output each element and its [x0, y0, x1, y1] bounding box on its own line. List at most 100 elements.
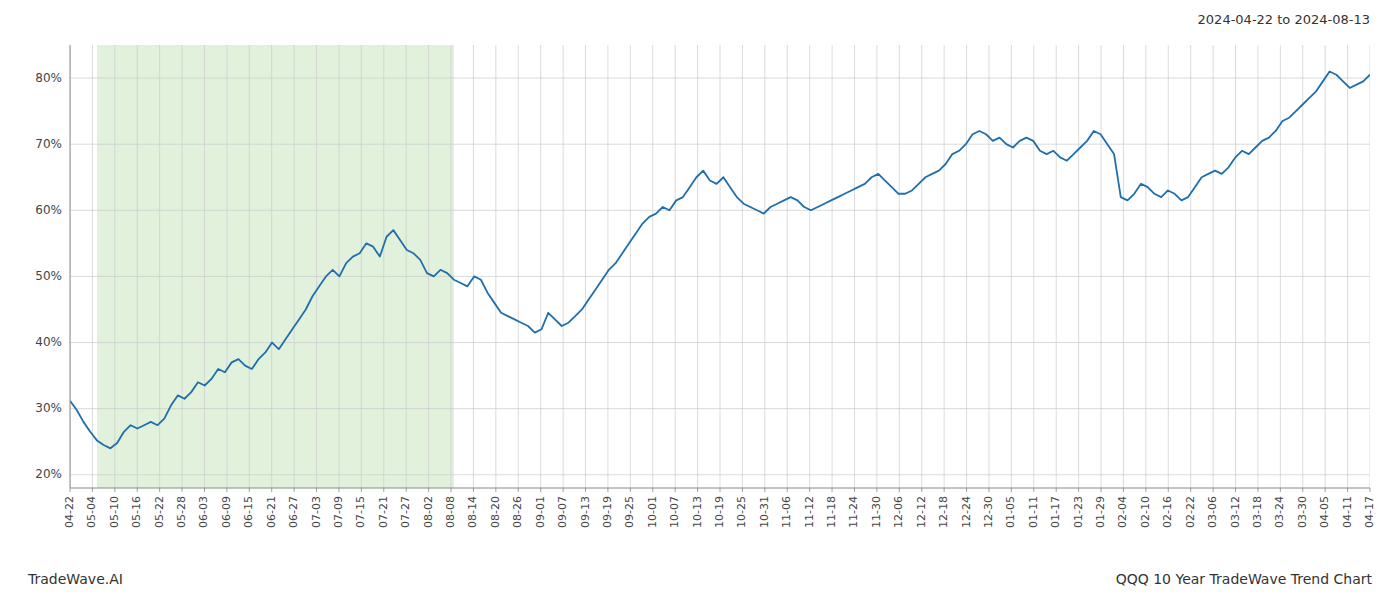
x-tick-label: 08-02: [422, 496, 435, 528]
y-tick-label: 80%: [35, 71, 62, 85]
chart: 20%30%40%50%60%70%80%04-2205-0405-1005-1…: [0, 0, 1400, 600]
x-tick-label: 01-23: [1072, 496, 1085, 528]
x-tick-label: 03-18: [1251, 496, 1264, 528]
x-tick: [988, 488, 989, 492]
x-tick: [1325, 488, 1326, 492]
x-tick: [495, 488, 496, 492]
grid-line-x: [563, 45, 564, 488]
x-tick-label: 04-05: [1318, 496, 1331, 528]
grid-line-x: [764, 45, 765, 488]
x-tick-label: 06-27: [287, 496, 300, 528]
plot-area: [70, 45, 1370, 488]
x-tick: [1213, 488, 1214, 492]
grid-line-x: [249, 45, 250, 488]
grid-line-x: [226, 45, 227, 488]
x-tick: [226, 488, 227, 492]
x-tick: [697, 488, 698, 492]
x-tick-label: 07-09: [332, 496, 345, 528]
grid-line-x: [92, 45, 93, 488]
x-tick: [540, 488, 541, 492]
grid-line-x: [1145, 45, 1146, 488]
x-tick-label: 04-17: [1363, 496, 1376, 528]
x-tick-label: 01-11: [1027, 496, 1040, 528]
x-tick-label: 11-24: [847, 496, 860, 528]
x-tick-label: 12-24: [960, 496, 973, 528]
footer-left: TradeWave.AI: [27, 571, 123, 587]
x-tick: [720, 488, 721, 492]
x-tick-label: 03-24: [1273, 496, 1286, 528]
grid-line-x: [1325, 45, 1326, 488]
grid-line-x: [316, 45, 317, 488]
x-tick-label: 12-06: [892, 496, 905, 528]
x-tick-label: 12-30: [982, 496, 995, 528]
grid-line-x: [585, 45, 586, 488]
footer-right: QQQ 10 Year TradeWave Trend Chart: [1116, 571, 1373, 587]
x-tick: [406, 488, 407, 492]
x-tick: [854, 488, 855, 492]
x-tick: [809, 488, 810, 492]
grid-line-x: [1370, 45, 1371, 488]
x-tick: [899, 488, 900, 492]
x-tick-label: 10-19: [713, 496, 726, 528]
x-tick-label: 10-13: [691, 496, 704, 528]
x-tick-label: 06-03: [197, 496, 210, 528]
x-tick-label: 07-15: [354, 496, 367, 528]
y-tick-label: 20%: [35, 467, 62, 481]
chart-container: 20%30%40%50%60%70%80%04-2205-0405-1005-1…: [0, 0, 1400, 600]
x-tick: [1011, 488, 1012, 492]
x-tick-label: 11-18: [825, 496, 838, 528]
grid-line-x: [495, 45, 496, 488]
x-tick: [1257, 488, 1258, 492]
x-tick-label: 05-22: [153, 496, 166, 528]
y-axis-line: [70, 45, 71, 488]
x-tick-label: 06-15: [242, 496, 255, 528]
x-tick-label: 07-03: [310, 496, 323, 528]
x-tick: [876, 488, 877, 492]
x-tick-label: 12-18: [937, 496, 950, 528]
x-tick-label: 09-07: [556, 496, 569, 528]
grid-line-x: [899, 45, 900, 488]
x-tick: [137, 488, 138, 492]
grid-line-x: [1190, 45, 1191, 488]
grid-line-x: [271, 45, 272, 488]
grid-line-x: [787, 45, 788, 488]
grid-line-x: [406, 45, 407, 488]
title: 2024-04-22 to 2024-08-13: [1198, 12, 1370, 27]
grid-line-x: [1123, 45, 1124, 488]
grid-line-x: [294, 45, 295, 488]
grid-line-x: [182, 45, 183, 488]
x-tick: [944, 488, 945, 492]
x-tick-label: 06-21: [265, 496, 278, 528]
grid-line-x: [652, 45, 653, 488]
grid-line-x: [1078, 45, 1079, 488]
x-tick: [1033, 488, 1034, 492]
x-tick: [428, 488, 429, 492]
x-tick-label: 02-16: [1161, 496, 1174, 528]
x-tick-label: 06-09: [220, 496, 233, 528]
x-tick-label: 05-10: [108, 496, 121, 528]
x-tick-label: 01-05: [1004, 496, 1017, 528]
grid-line-x: [697, 45, 698, 488]
grid-line-x: [451, 45, 452, 488]
grid-line-x: [921, 45, 922, 488]
grid-line-x: [1235, 45, 1236, 488]
y-tick-label: 60%: [35, 203, 62, 217]
x-tick-label: 03-06: [1206, 496, 1219, 528]
x-tick: [1302, 488, 1303, 492]
x-tick-label: 08-20: [489, 496, 502, 528]
x-tick-label: 04-11: [1341, 496, 1354, 528]
x-tick-label: 10-07: [668, 496, 681, 528]
x-tick: [585, 488, 586, 492]
x-tick-label: 05-28: [175, 496, 188, 528]
x-tick-label: 10-01: [646, 496, 659, 528]
x-tick: [182, 488, 183, 492]
x-tick: [473, 488, 474, 492]
x-tick: [271, 488, 272, 492]
grid-line-x: [1213, 45, 1214, 488]
x-tick: [1123, 488, 1124, 492]
x-tick: [338, 488, 339, 492]
x-tick: [966, 488, 967, 492]
grid-line-x: [630, 45, 631, 488]
x-tick: [92, 488, 93, 492]
grid-line-x: [742, 45, 743, 488]
